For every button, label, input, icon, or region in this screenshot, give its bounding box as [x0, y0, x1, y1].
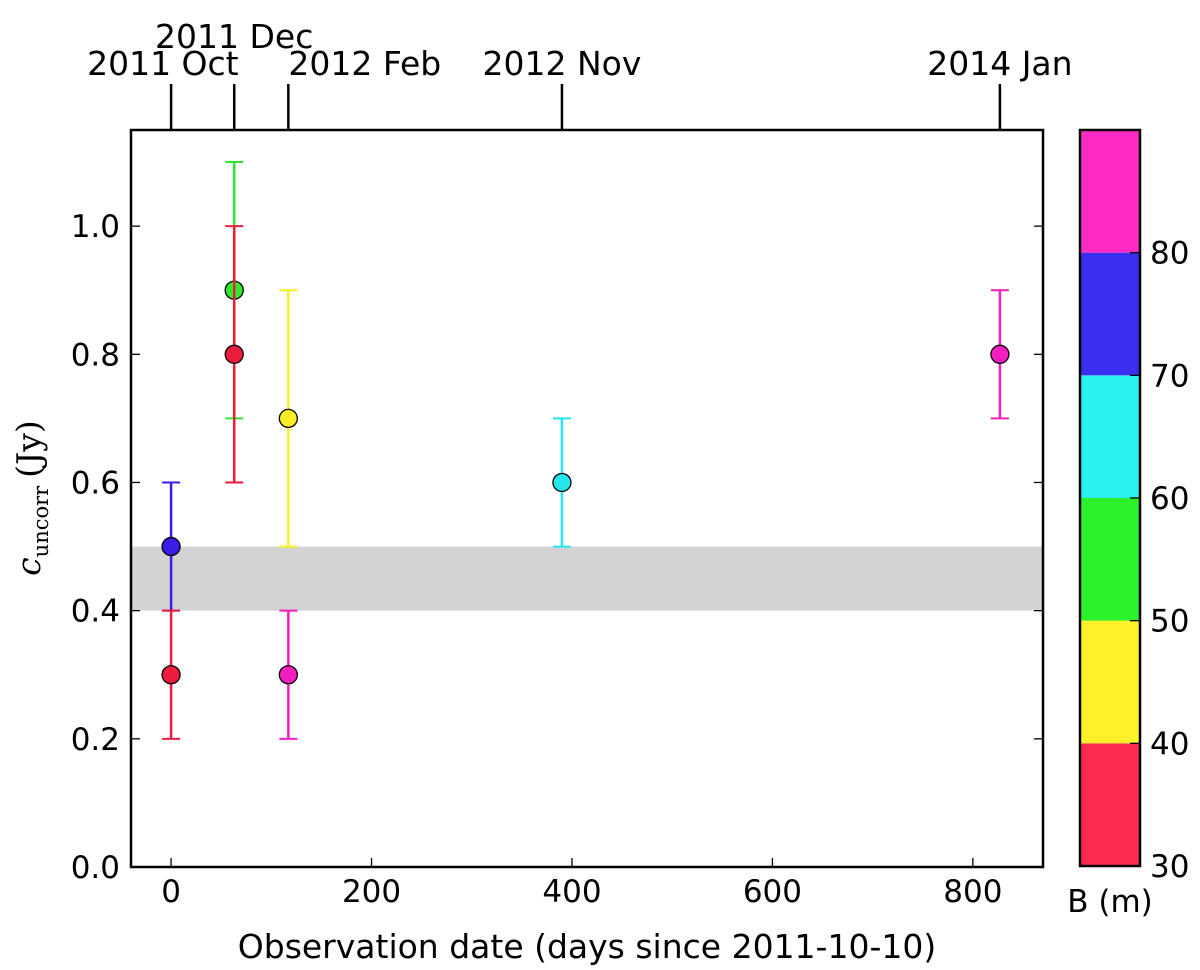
data-point-5	[278, 609, 298, 740]
colorbar-segment	[1080, 498, 1140, 621]
y-tick-label: 1.0	[71, 209, 120, 245]
y-tick-label: 0.2	[71, 722, 120, 758]
colorbar-tick-label: 80	[1150, 236, 1189, 272]
y-axis-label-symbol: c	[9, 557, 48, 575]
colorbar-tick-label: 40	[1150, 726, 1189, 762]
x-tick-label: 800	[943, 874, 1002, 910]
data-point-1	[161, 609, 181, 740]
y-axis-label: cuncorr (Jy)	[9, 420, 53, 576]
marker	[161, 665, 181, 685]
top-axis-label: 2014 Jan	[927, 44, 1072, 83]
top-axis-label: 2012 Nov	[482, 44, 641, 83]
data-point-6	[552, 417, 572, 548]
x-tick-label: 400	[542, 874, 601, 910]
colorbar: 30 40 50 60 70 80 B (m)	[1067, 128, 1189, 920]
y-axis-label-unit: (Jy)	[9, 420, 48, 478]
top-axis-label: 2011 Dec	[155, 17, 313, 56]
y-tick-label: 0.0	[71, 850, 120, 886]
y-axis-label-subscript: uncorr	[29, 485, 53, 557]
plot-frame	[129, 128, 1045, 869]
colorbar-tick-label: 30	[1150, 849, 1189, 885]
top-axis-label: 2012 Feb	[288, 44, 441, 83]
colorbar-segment	[1080, 252, 1140, 376]
marker	[161, 536, 181, 557]
colorbar-tick-label: 60	[1150, 481, 1189, 517]
y-axis: 0.0 0.2 0.4 0.6 0.8 1.0	[71, 209, 1043, 886]
data-point-4	[278, 289, 298, 548]
marker	[990, 344, 1010, 364]
colorbar-segment	[1080, 743, 1140, 866]
axes-frame	[129, 128, 1045, 869]
x-tick-label: 0	[161, 874, 181, 910]
x-tick-label: 200	[342, 874, 401, 910]
colorbar-tick-label: 50	[1150, 604, 1189, 640]
marker	[224, 344, 244, 364]
marker	[278, 408, 298, 429]
colorbar-segment	[1080, 620, 1140, 744]
y-tick-label: 0.8	[71, 337, 120, 373]
top-axis-label: 2011 Oct	[87, 44, 239, 83]
shaded-band	[131, 546, 1043, 611]
plot-area	[131, 161, 1043, 740]
colorbar-label: B (m)	[1067, 884, 1153, 920]
marker	[552, 472, 572, 493]
marker	[278, 665, 298, 685]
x-axis: 0 200 400 600 800	[161, 858, 1002, 910]
x-tick-label: 600	[743, 874, 802, 910]
x-axis-label: Observation date (days since 2011-10-10)	[238, 927, 936, 966]
data-point-0	[161, 481, 181, 612]
data-point-3	[224, 225, 244, 484]
data-point-7	[990, 289, 1010, 420]
colorbar-segment	[1080, 130, 1140, 253]
colorbar-tick-label: 70	[1150, 358, 1189, 394]
y-tick-label: 0.6	[71, 465, 120, 501]
colorbar-segment	[1080, 375, 1140, 498]
y-tick-label: 0.4	[71, 594, 120, 630]
